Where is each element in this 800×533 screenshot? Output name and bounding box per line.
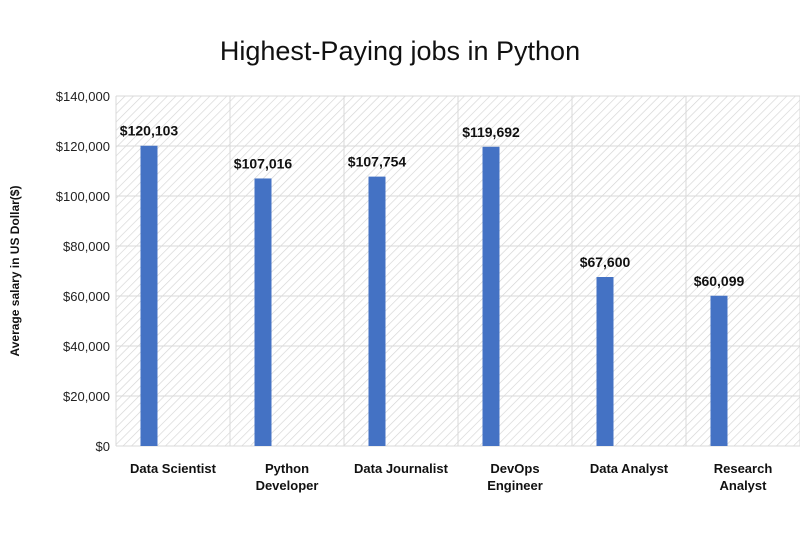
y-axis-label: Average salary in US Dollar($)	[8, 186, 22, 357]
data-label: $120,103	[120, 123, 179, 139]
y-tick-label: $120,000	[56, 139, 110, 154]
bar	[596, 277, 614, 446]
x-tick-label: Python Developer	[256, 461, 319, 493]
x-tick-label: DevOps Engineer	[487, 461, 543, 493]
y-tick-label: $0	[96, 439, 110, 454]
data-label: $107,754	[348, 154, 407, 170]
x-tick-label: Data Journalist	[354, 461, 449, 476]
data-label: $107,016	[234, 155, 293, 171]
data-label: $67,600	[580, 254, 631, 270]
chart-title: Highest-Paying jobs in Python	[219, 36, 581, 66]
data-label: $119,692	[462, 124, 520, 140]
x-tick-label: Data Analyst	[590, 461, 669, 476]
x-tick-label: Data Scientist	[130, 461, 217, 476]
y-tick-label: $20,000	[63, 389, 110, 404]
data-label: $60,099	[694, 273, 745, 289]
y-tick-label: $100,000	[56, 189, 110, 204]
bar	[140, 145, 158, 446]
y-tick-label: $40,000	[63, 339, 110, 354]
x-tick-label: Research Analyst	[714, 461, 773, 493]
y-tick-label: $140,000	[56, 89, 110, 104]
y-tick-label: $60,000	[63, 289, 110, 304]
bar	[710, 295, 728, 446]
bar	[254, 178, 272, 446]
bar	[482, 146, 500, 446]
bar	[368, 176, 386, 447]
y-tick-label: $80,000	[63, 239, 110, 254]
